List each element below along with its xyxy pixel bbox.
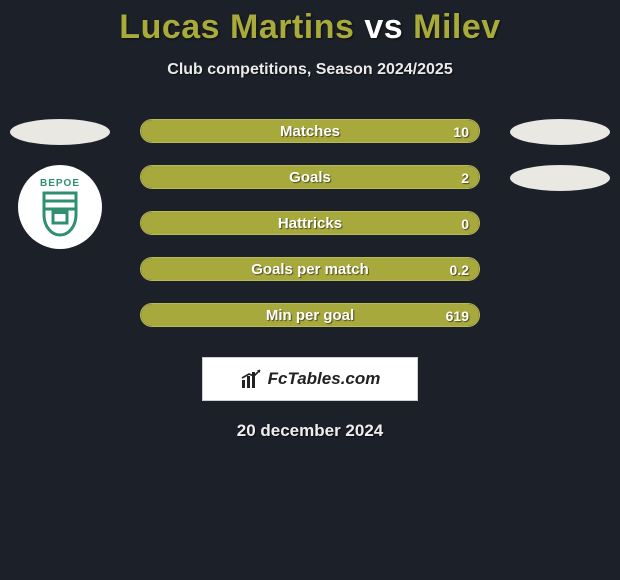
title-player1: Lucas Martins [119,8,354,46]
stat-bar-value: 0 [461,212,469,235]
stat-bar-label: Goals [141,166,479,189]
subtitle: Club competitions, Season 2024/2025 [0,61,620,79]
stat-bar-label: Goals per match [141,258,479,281]
stat-bar-label: Matches [141,120,479,143]
stat-bar: Hattricks0 [140,211,480,235]
right-column [500,119,620,191]
title-vs: vs [364,8,403,46]
stat-bar: Goals2 [140,165,480,189]
player1-name-ellipse [10,119,110,145]
title-player2: Milev [413,8,501,46]
stat-bar: Goals per match0.2 [140,257,480,281]
player2-club-ellipse [510,165,610,191]
chart-icon [240,368,262,390]
stat-bar: Min per goal619 [140,303,480,327]
stat-bar-value: 0.2 [450,258,469,281]
stat-bar-label: Min per goal [141,304,479,327]
stat-bar-value: 10 [453,120,469,143]
stat-bar: Matches10 [140,119,480,143]
content-area: BEPOE Matches10 Goals2 Hattricks0 Goals per… [0,119,620,327]
player2-name-ellipse [510,119,610,145]
brand-box[interactable]: FcTables.com [202,357,418,401]
stat-bar-value: 2 [461,166,469,189]
badge-text: BEPOE [40,178,80,189]
stat-bars: Matches10 Goals2 Hattricks0 Goals per match… [140,119,480,327]
page-title: Lucas Martins vs Milev [0,0,620,47]
stat-bar-label: Hattricks [141,212,479,235]
brand-text: FcTables.com [268,369,381,389]
date-text: 20 december 2024 [0,421,620,441]
shield-icon [40,191,80,237]
left-column: BEPOE [0,119,120,249]
player1-club-badge: BEPOE [18,165,102,249]
stat-bar-value: 619 [446,304,469,327]
